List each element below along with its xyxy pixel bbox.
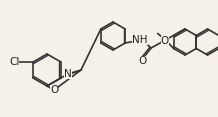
- Text: O: O: [138, 56, 146, 66]
- Text: O: O: [50, 85, 58, 95]
- Text: NH: NH: [132, 35, 148, 45]
- Text: O: O: [161, 35, 169, 46]
- Text: N: N: [64, 69, 72, 79]
- Text: Cl: Cl: [9, 57, 19, 67]
